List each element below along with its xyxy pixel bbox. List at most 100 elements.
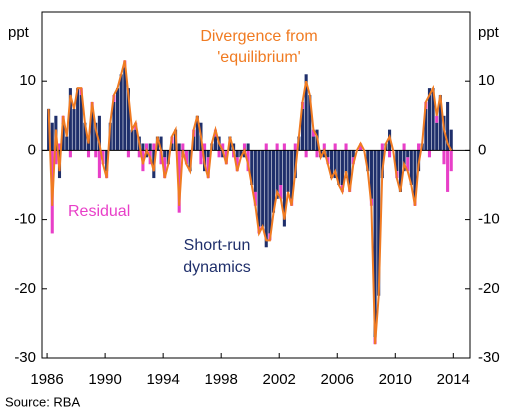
bar (163, 150, 167, 158)
bar (337, 150, 341, 185)
bar (449, 150, 453, 172)
bar (68, 88, 72, 151)
bar (181, 143, 185, 151)
bar (275, 150, 279, 199)
bar (279, 150, 283, 185)
bar (72, 108, 76, 151)
bar (123, 67, 127, 151)
bar (359, 143, 363, 151)
x-tick-label: 1986 (30, 371, 63, 388)
bar (293, 143, 297, 151)
plot-frame (41, 11, 471, 359)
bar (239, 150, 243, 158)
bar (427, 88, 432, 151)
bar (50, 122, 54, 151)
bar (279, 185, 283, 199)
bar (406, 150, 410, 158)
bar (304, 74, 308, 151)
bar (192, 136, 196, 151)
bar (79, 95, 83, 151)
bar (264, 143, 268, 151)
bar (290, 150, 294, 199)
bar (333, 143, 337, 151)
bar (409, 150, 413, 185)
bar (206, 157, 210, 179)
x-tick-label: 1998 (204, 371, 237, 388)
x-tick-label: 1994 (146, 371, 179, 388)
line (47, 60, 453, 345)
bar (402, 143, 406, 151)
bar (97, 150, 101, 179)
annotation: Divergence from (200, 28, 317, 45)
bar (268, 150, 272, 234)
bar (54, 150, 58, 165)
y-tick-label-right: 0 (478, 141, 486, 158)
bar (206, 150, 210, 158)
bar (68, 150, 72, 158)
bar (340, 150, 344, 185)
bar (395, 150, 399, 172)
bar (261, 150, 265, 227)
bar (101, 150, 105, 165)
bar (402, 150, 406, 172)
annotation: 'equilibrium' (217, 49, 300, 66)
bar (275, 143, 279, 151)
bar (83, 122, 87, 151)
bar (145, 143, 149, 151)
x-tick-label: 2014 (437, 371, 470, 388)
annotation: dynamics (183, 259, 251, 276)
bar (126, 150, 130, 158)
bar (90, 108, 94, 151)
bar (417, 143, 421, 151)
bar (253, 191, 257, 206)
bar (282, 143, 286, 151)
bar (137, 150, 141, 158)
bar (322, 143, 326, 151)
y-tick-label: -10 (14, 211, 36, 228)
bar (435, 122, 439, 151)
bar (126, 88, 130, 151)
bar (253, 150, 257, 192)
bar (177, 150, 181, 213)
bar (76, 88, 80, 151)
bar (199, 150, 203, 165)
bar (130, 129, 134, 151)
y-tick-label: 10 (19, 72, 36, 89)
bar (311, 136, 315, 151)
bar (177, 143, 181, 151)
bar (112, 101, 116, 151)
bar (97, 115, 101, 151)
y-unit-left: ppt (8, 24, 30, 41)
bar (221, 143, 225, 151)
bar (195, 115, 199, 151)
bar (326, 150, 330, 158)
bar (163, 157, 167, 179)
bar (170, 143, 174, 151)
bar (148, 143, 152, 151)
x-tick-label: 1990 (88, 371, 121, 388)
bar (264, 150, 268, 248)
bar (435, 115, 439, 123)
bar (424, 108, 428, 151)
x-tick-label: 2006 (321, 371, 354, 388)
bar (86, 150, 91, 158)
y-tick-label-right: 10 (478, 72, 495, 89)
y-tick-label: 0 (28, 141, 36, 158)
source: Source: RBA (5, 394, 80, 409)
bar (213, 136, 218, 151)
bar (246, 143, 250, 151)
bar (152, 143, 156, 151)
bar (203, 143, 207, 151)
bar (286, 150, 290, 192)
bar (373, 150, 377, 338)
bar (315, 150, 319, 158)
bar (105, 150, 109, 172)
bar (235, 157, 239, 172)
bar (344, 143, 348, 151)
y-unit-right: ppt (478, 24, 500, 41)
y-tick-label-right: -20 (478, 280, 500, 297)
bar (344, 150, 348, 179)
annotation: Residual (68, 203, 130, 220)
bar (282, 150, 286, 227)
